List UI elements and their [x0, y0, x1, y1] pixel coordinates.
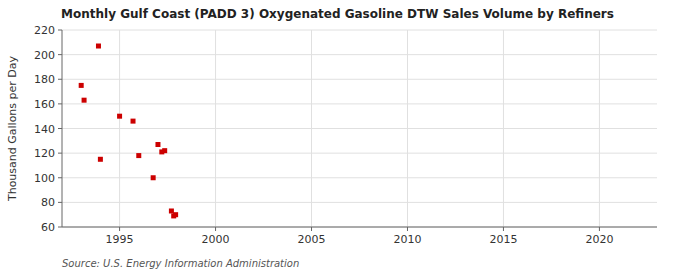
y-tick [58, 103, 62, 104]
y-tick-label: 200 [34, 49, 55, 62]
points [79, 44, 178, 219]
x-grid-line [503, 30, 504, 227]
point [131, 119, 136, 124]
y-grid-line [62, 30, 657, 31]
title: Monthly Gulf Coast (PADD 3) Oxygenated G… [61, 7, 614, 21]
x-grid-line [407, 30, 408, 227]
point [173, 212, 178, 217]
y-tick [58, 79, 62, 80]
x-axis-line [62, 227, 657, 228]
y-tick [58, 177, 62, 178]
x-tick-label: 2015 [489, 233, 517, 246]
x-tick-label: 2005 [298, 233, 326, 246]
x-tick [407, 227, 408, 231]
y-tick [58, 54, 62, 55]
y-grid-line [62, 153, 657, 154]
point [162, 148, 167, 153]
point [98, 157, 103, 162]
y-tick-label: 160 [34, 98, 55, 111]
y-axis-label: Thousand Gallons per Day [6, 55, 19, 202]
point [151, 175, 156, 180]
y-grid-line [62, 54, 657, 55]
x-tick-label: 2000 [202, 233, 230, 246]
x-grid-line [215, 30, 216, 227]
source-annotation: Source: U.S. Energy Information Administ… [62, 258, 299, 269]
y-tick-label: 100 [34, 172, 55, 185]
chart: 1995 2000 2005 2010 2015 2020 60 80 100 120 140 160… [0, 0, 675, 275]
y-grid-line [62, 202, 657, 203]
x-tick [503, 227, 504, 231]
point [82, 98, 87, 103]
y-tick [58, 128, 62, 129]
x-tick-label: 2020 [585, 233, 613, 246]
y-grid-line [62, 128, 657, 129]
y-tick [58, 153, 62, 154]
y-tick-label: 80 [41, 196, 55, 209]
point [155, 142, 160, 147]
x-grid-line [311, 30, 312, 227]
x-tick [599, 227, 600, 231]
x-tick-label: 2010 [393, 233, 421, 246]
y-tick [58, 202, 62, 203]
point [79, 83, 84, 88]
y-grid-line [62, 79, 657, 80]
x-tick [119, 227, 120, 231]
y-grid-line [62, 227, 657, 228]
y-tick-label: 140 [34, 123, 55, 136]
y-tick [58, 227, 62, 228]
point [96, 44, 101, 49]
x-grid-line [119, 30, 120, 227]
point [117, 114, 122, 119]
y-grid-line [62, 103, 657, 104]
x-tick [215, 227, 216, 231]
x-tick [311, 227, 312, 231]
y-tick-label: 120 [34, 147, 55, 160]
y-tick-label: 220 [34, 24, 55, 37]
y-tick-label: 180 [34, 73, 55, 86]
y-tick-label: 60 [41, 221, 55, 234]
y-tick [58, 30, 62, 31]
point [136, 153, 141, 158]
x-tick-label: 1995 [106, 233, 134, 246]
x-grid-line [599, 30, 600, 227]
grid [62, 30, 657, 227]
